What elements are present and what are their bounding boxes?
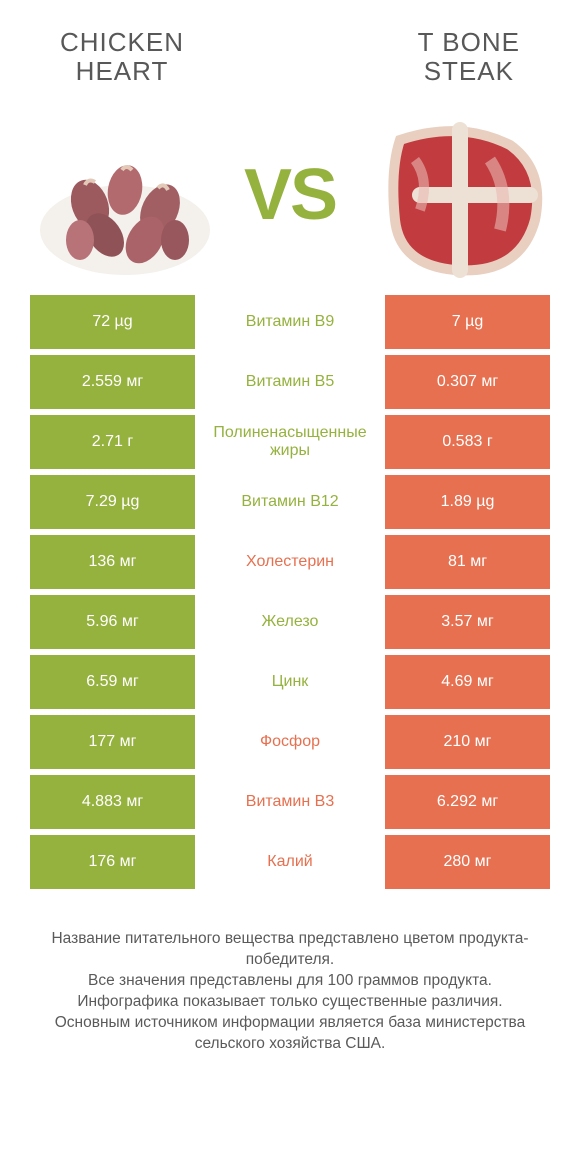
right-value: 0.583 г [385,415,550,469]
right-value: 3.57 мг [385,595,550,649]
left-title: CHICKEN HEART [60,28,184,85]
tbone-steak-image [360,110,550,280]
left-value: 5.96 мг [30,595,195,649]
header: CHICKEN HEART T BONE STEAK [0,0,580,95]
nutrient-name: Полиненасыщенные жиры [195,415,385,469]
right-value: 7 µg [385,295,550,349]
nutrient-name: Фосфор [195,715,385,769]
footer-line: Название питательного вещества представл… [30,929,550,971]
nutrient-name: Витамин B9 [195,295,385,349]
footer-line: Инфографика показывает только существенн… [30,992,550,1013]
left-value: 136 мг [30,535,195,589]
right-value: 210 мг [385,715,550,769]
table-row: 7.29 µgВитамин B121.89 µg [30,475,550,529]
table-row: 4.883 мгВитамин B36.292 мг [30,775,550,829]
left-value: 176 мг [30,835,195,889]
right-value: 6.292 мг [385,775,550,829]
left-value: 2.71 г [30,415,195,469]
right-value: 4.69 мг [385,655,550,709]
footer-line: Основным источником информации является … [30,1013,550,1055]
table-row: 177 мгФосфор210 мг [30,715,550,769]
right-value: 81 мг [385,535,550,589]
right-value: 280 мг [385,835,550,889]
table-row: 2.559 мгВитамин B50.307 мг [30,355,550,409]
table-row: 176 мгКалий280 мг [30,835,550,889]
right-value: 0.307 мг [385,355,550,409]
table-row: 2.71 гПолиненасыщенные жиры0.583 г [30,415,550,469]
footer-text: Название питательного вещества представл… [0,895,580,1055]
chicken-heart-image [30,110,220,280]
nutrient-name: Цинк [195,655,385,709]
vs-label: VS [244,154,336,236]
left-value: 2.559 мг [30,355,195,409]
nutrient-name: Калий [195,835,385,889]
nutrient-name: Витамин B3 [195,775,385,829]
nutrient-name: Витамин B12 [195,475,385,529]
table-row: 6.59 мгЦинк4.69 мг [30,655,550,709]
table-row: 72 µgВитамин B97 µg [30,295,550,349]
comparison-table: 72 µgВитамин B97 µg 2.559 мгВитамин B50.3… [0,295,580,889]
footer-line: Все значения представлены для 100 граммо… [30,971,550,992]
left-value: 6.59 мг [30,655,195,709]
left-value: 4.883 мг [30,775,195,829]
table-row: 5.96 мгЖелезо3.57 мг [30,595,550,649]
left-value: 72 µg [30,295,195,349]
nutrient-name: Холестерин [195,535,385,589]
right-title: T BONE STEAK [418,28,520,85]
nutrient-name: Железо [195,595,385,649]
hero-row: VS [0,95,580,295]
left-value: 7.29 µg [30,475,195,529]
nutrient-name: Витамин B5 [195,355,385,409]
table-row: 136 мгХолестерин81 мг [30,535,550,589]
left-value: 177 мг [30,715,195,769]
right-value: 1.89 µg [385,475,550,529]
